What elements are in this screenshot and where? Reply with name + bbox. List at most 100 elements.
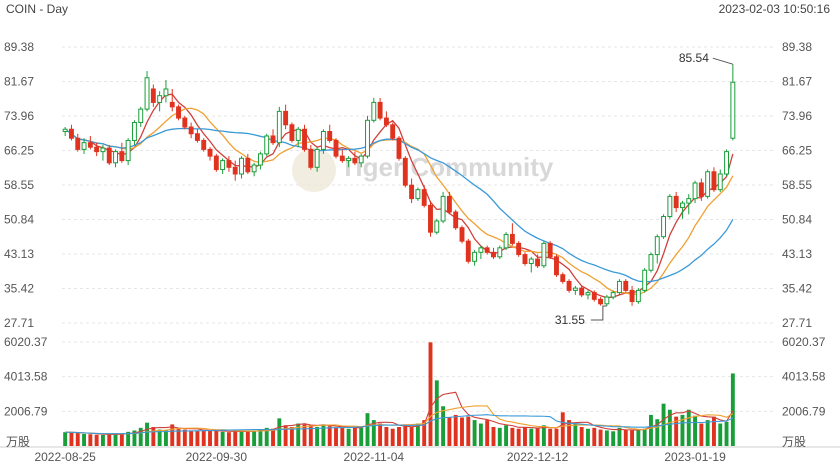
volume-bar <box>346 428 351 446</box>
volume-bar <box>397 426 401 446</box>
high-price-label: 85.54 <box>679 51 709 65</box>
candle <box>119 142 125 163</box>
candle <box>365 115 370 159</box>
volume-averages <box>65 391 734 435</box>
candle <box>295 127 301 148</box>
candle-body <box>289 124 295 141</box>
volume-bar <box>705 420 710 446</box>
candle <box>547 241 553 260</box>
candle-body <box>698 182 704 197</box>
candle-body <box>94 146 100 153</box>
volume-bar <box>208 430 212 446</box>
candle-body <box>497 247 503 258</box>
volume-bar <box>604 430 609 446</box>
candle-body <box>642 269 648 291</box>
candle <box>572 285 578 295</box>
candle-body <box>635 289 641 303</box>
candle <box>434 218 440 235</box>
candle-body <box>87 142 93 148</box>
volume-bar <box>315 426 320 446</box>
candle-body <box>472 251 478 262</box>
candle-body <box>276 110 282 144</box>
candle-body <box>138 108 144 124</box>
candle <box>440 191 446 224</box>
candle-body <box>270 135 276 144</box>
volume-bar <box>686 409 691 446</box>
candle-body <box>207 148 213 157</box>
volume-bar <box>478 423 483 446</box>
volume-bar <box>69 432 74 446</box>
candle-body <box>188 126 194 135</box>
price-tick-left: 50.84 <box>4 212 34 226</box>
date-tick: 2022-09-30 <box>186 450 248 464</box>
date-tick: 2022-11-04 <box>344 450 405 464</box>
price-tick-right: 66.25 <box>782 144 812 158</box>
candle-body <box>295 128 301 141</box>
candle <box>163 80 169 103</box>
candle <box>188 122 194 139</box>
candle-body <box>598 298 604 305</box>
candle <box>635 288 641 304</box>
price-tick-left: 66.25 <box>4 144 34 158</box>
volume-tick-left: 6020.37 <box>4 335 48 349</box>
candle-body <box>579 287 585 296</box>
volume-bar <box>145 422 149 446</box>
candle <box>698 178 704 201</box>
candle-body <box>113 151 118 164</box>
candle-body <box>541 242 547 267</box>
candle <box>415 187 421 201</box>
candle-body <box>503 233 509 249</box>
candle-body <box>169 101 175 108</box>
volume-bar <box>693 415 698 446</box>
candle <box>711 167 717 192</box>
candle-body <box>68 128 74 139</box>
candle-body <box>396 137 402 159</box>
price-tick-right: 89.38 <box>782 40 812 54</box>
candle <box>453 209 459 230</box>
volume-bar <box>567 420 572 446</box>
candle-body <box>176 106 181 119</box>
candle-body <box>661 216 667 238</box>
volume-bar <box>667 409 672 446</box>
volume-bar <box>63 432 68 446</box>
volume-unit-label-right: 万股 <box>782 435 806 449</box>
volume-bar <box>422 420 427 446</box>
candle-body <box>446 195 452 213</box>
candle <box>81 138 87 154</box>
candle <box>617 279 622 295</box>
candle <box>245 153 251 175</box>
volume-bar <box>182 429 187 446</box>
candle-body <box>409 184 415 200</box>
candle-body <box>434 220 440 233</box>
volume-bar <box>75 432 80 446</box>
candle-body <box>478 247 484 253</box>
volume-bar <box>163 430 168 446</box>
volume-tick-left: 2006.79 <box>4 404 48 418</box>
candle <box>673 191 679 213</box>
candle-body <box>654 236 660 256</box>
candle <box>680 200 685 219</box>
volume-bar <box>579 426 584 446</box>
candle <box>409 178 415 204</box>
volume-bar <box>529 428 534 446</box>
volume-bar <box>460 417 464 446</box>
candle <box>302 124 307 152</box>
candle-body <box>390 124 396 139</box>
watermark: Tiger Community <box>292 148 554 192</box>
candle <box>333 138 339 159</box>
candle-body <box>251 164 257 173</box>
low-price-leader <box>590 305 607 321</box>
candle <box>62 127 68 136</box>
volume-bar <box>466 416 471 446</box>
price-tick-left: 58.55 <box>4 178 34 192</box>
candle-body <box>572 287 578 291</box>
volume-bar <box>119 433 124 446</box>
candle <box>472 250 478 266</box>
candle-body <box>604 296 610 305</box>
high-price-leader <box>712 57 733 65</box>
candle-body <box>201 139 207 150</box>
volume-bar <box>151 426 156 446</box>
candle-body <box>245 157 251 173</box>
volume-bar <box>415 423 420 446</box>
